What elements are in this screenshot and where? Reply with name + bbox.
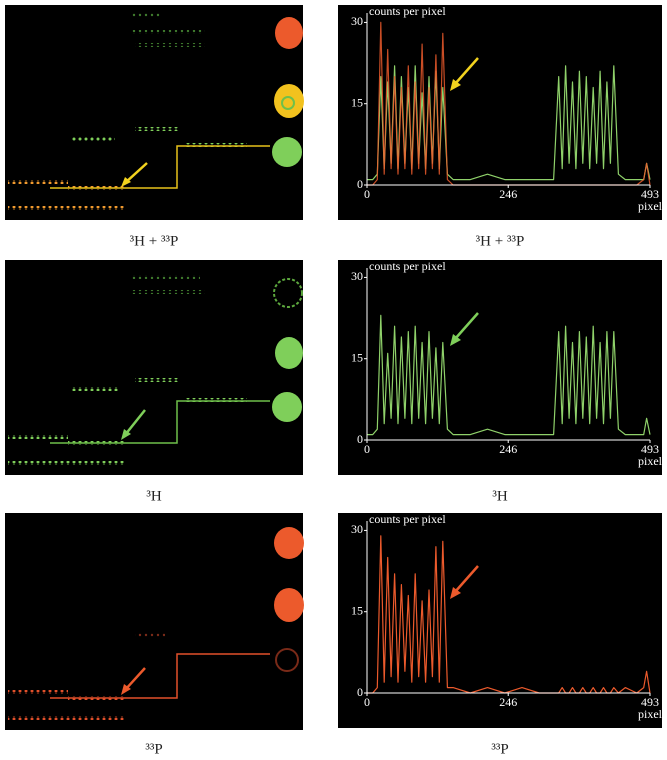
y-tick-label: 30 (351, 269, 363, 283)
x-tick-label: 246 (499, 187, 517, 201)
x-tick-label: 246 (499, 442, 517, 456)
figure: ³H + ³³P³H³³P015300246493counts per pixe… (0, 0, 667, 760)
x-axis-label: pixel (638, 199, 663, 213)
y-tick-label: 30 (351, 522, 363, 536)
y-axis-label: counts per pixel (369, 512, 446, 526)
image-caption: ³H + ³³P (130, 233, 179, 249)
x-tick-label: 0 (364, 187, 370, 201)
y-tick-label: 0 (357, 432, 363, 446)
chart-caption: ³³P (491, 741, 508, 757)
y-axis-label: counts per pixel (369, 259, 446, 273)
image-caption: ³³P (145, 741, 162, 757)
y-tick-label: 0 (357, 177, 363, 191)
y-tick-label: 0 (357, 685, 363, 699)
chart-caption: ³H + ³³P (476, 233, 525, 249)
autoradiograph (5, 260, 303, 475)
x-tick-label: 0 (364, 695, 370, 709)
x-axis-label: pixel (638, 454, 663, 468)
y-tick-label: 15 (351, 95, 363, 109)
x-tick-label: 246 (499, 695, 517, 709)
chart-caption: ³H (492, 488, 507, 504)
x-axis-label: pixel (638, 707, 663, 721)
autoradiograph (5, 5, 304, 220)
x-tick-label: 0 (364, 442, 370, 456)
y-tick-label: 30 (351, 14, 363, 28)
y-tick-label: 15 (351, 603, 363, 617)
y-axis-label: counts per pixel (369, 4, 446, 18)
autoradiograph (5, 513, 304, 730)
y-tick-label: 15 (351, 350, 363, 364)
image-caption: ³H (146, 488, 161, 504)
